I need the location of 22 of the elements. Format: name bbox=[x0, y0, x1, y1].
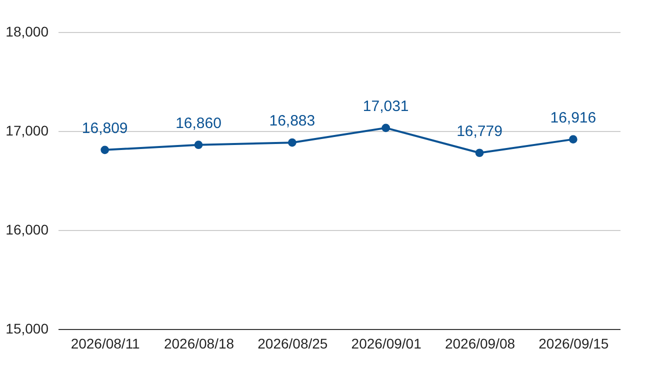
data-label: 16,916 bbox=[550, 109, 596, 126]
y-tick-label: 15,000 bbox=[6, 320, 49, 336]
x-tick-label: 2026/08/25 bbox=[258, 336, 328, 352]
y-tick-label: 16,000 bbox=[6, 222, 49, 238]
x-tick-label: 2026/09/08 bbox=[444, 336, 516, 352]
data-label: 16,860 bbox=[176, 114, 222, 132]
data-label: 17,031 bbox=[362, 98, 409, 115]
point bbox=[194, 140, 203, 150]
point bbox=[568, 135, 578, 144]
data-label: 16,809 bbox=[82, 120, 128, 137]
point bbox=[382, 124, 390, 132]
data-label: 16,779 bbox=[456, 122, 502, 140]
x-tick-label: 2026/09/15 bbox=[538, 336, 609, 352]
x-tick-label: 2026/09/01 bbox=[351, 336, 422, 352]
data-label: 16,883 bbox=[269, 112, 316, 130]
point bbox=[288, 138, 296, 147]
point bbox=[100, 146, 110, 154]
y-tick-label: 17,000 bbox=[6, 122, 49, 138]
point bbox=[475, 148, 484, 158]
x-tick-label: 2026/08/18 bbox=[164, 336, 234, 352]
x-tick-label: 2026/08/11 bbox=[70, 336, 140, 352]
y-tick-label: 18,000 bbox=[6, 24, 49, 40]
